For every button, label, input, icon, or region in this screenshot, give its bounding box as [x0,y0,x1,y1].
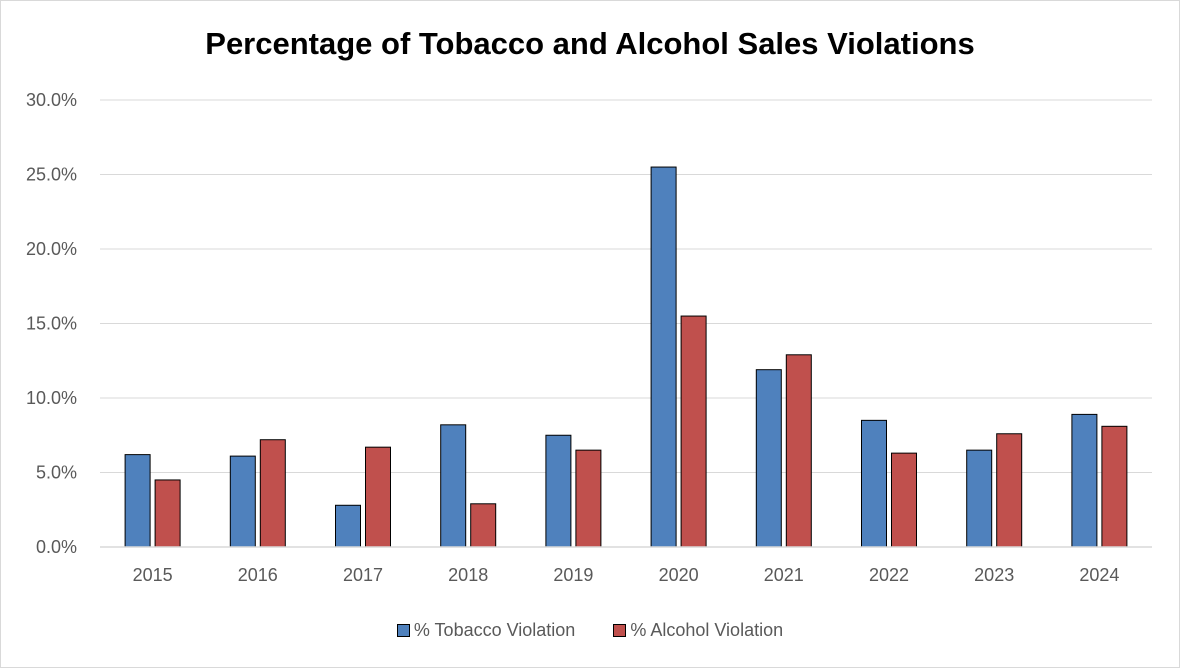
bar-alcohol-2015 [154,479,181,548]
x-tick-label: 2018 [448,565,488,585]
bar-tobacco-2021 [755,369,782,548]
bar-alcohol-2019 [575,449,602,548]
bar-alcohol-2024 [1101,425,1128,548]
y-tick-label: 5.0% [36,463,77,483]
legend-swatch-alcohol [613,624,627,637]
y-tick-label: 20.0% [26,239,77,259]
bar-alcohol-2023 [996,433,1023,548]
chart-title: Percentage of Tobacco and Alcohol Sales … [205,26,975,61]
bar-tobacco-2015 [124,454,151,548]
bars [124,166,1128,548]
x-tick-label: 2019 [553,565,593,585]
bar-alcohol-2022 [891,452,917,548]
y-tick-label: 15.0% [26,314,77,334]
y-tick-label: 10.0% [26,388,77,408]
x-axis: 2015 2016 2017 2018 2019 2020 2021 2022 2023 2024 [100,546,1152,585]
x-tick-label: 2023 [974,565,1014,585]
legend-item-alcohol: % Alcohol Violation [613,620,783,641]
bar-tobacco-2024 [1071,413,1098,548]
gridlines [100,99,1152,473]
bar-tobacco-2019 [545,434,572,548]
legend-item-tobacco: % Tobacco Violation [396,620,576,641]
bar-tobacco-2023 [966,449,993,548]
x-tick-label: 2015 [133,565,173,585]
y-tick-label: 0.0% [36,537,77,557]
bar-tobacco-2020 [650,166,677,548]
x-tick-label: 2017 [343,565,383,585]
y-tick-label: 30.0% [26,90,77,110]
legend-label-alcohol: % Alcohol Violation [630,620,784,640]
bar-alcohol-2018 [470,503,497,548]
legend: % Tobacco Violation % Alcohol Violation [0,620,1180,641]
bar-alcohol-2016 [259,439,286,548]
x-tick-label: 2021 [764,565,804,585]
bar-tobacco-2016 [229,455,256,548]
bar-tobacco-2017 [335,504,361,548]
y-axis-ticks: 0.0% 5.0% 10.0% 15.0% 20.0% 25.0% 30.0% [26,90,77,557]
x-tick-label: 2016 [238,565,278,585]
x-tick-label: 2022 [869,565,909,585]
bar-tobacco-2022 [861,419,887,548]
x-tick-label: 2020 [659,565,699,585]
x-tick-label: 2024 [1079,565,1119,585]
legend-label-tobacco: % Tobacco Violation [413,620,576,640]
legend-swatch-tobacco [396,624,410,637]
bar-alcohol-2020 [680,315,707,548]
bar-alcohol-2017 [365,446,391,548]
bar-tobacco-2018 [440,424,467,548]
bar-alcohol-2021 [785,354,812,548]
y-tick-label: 25.0% [26,165,77,185]
